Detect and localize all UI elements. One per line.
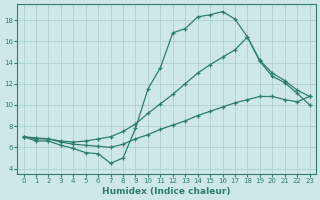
X-axis label: Humidex (Indice chaleur): Humidex (Indice chaleur) (102, 187, 231, 196)
